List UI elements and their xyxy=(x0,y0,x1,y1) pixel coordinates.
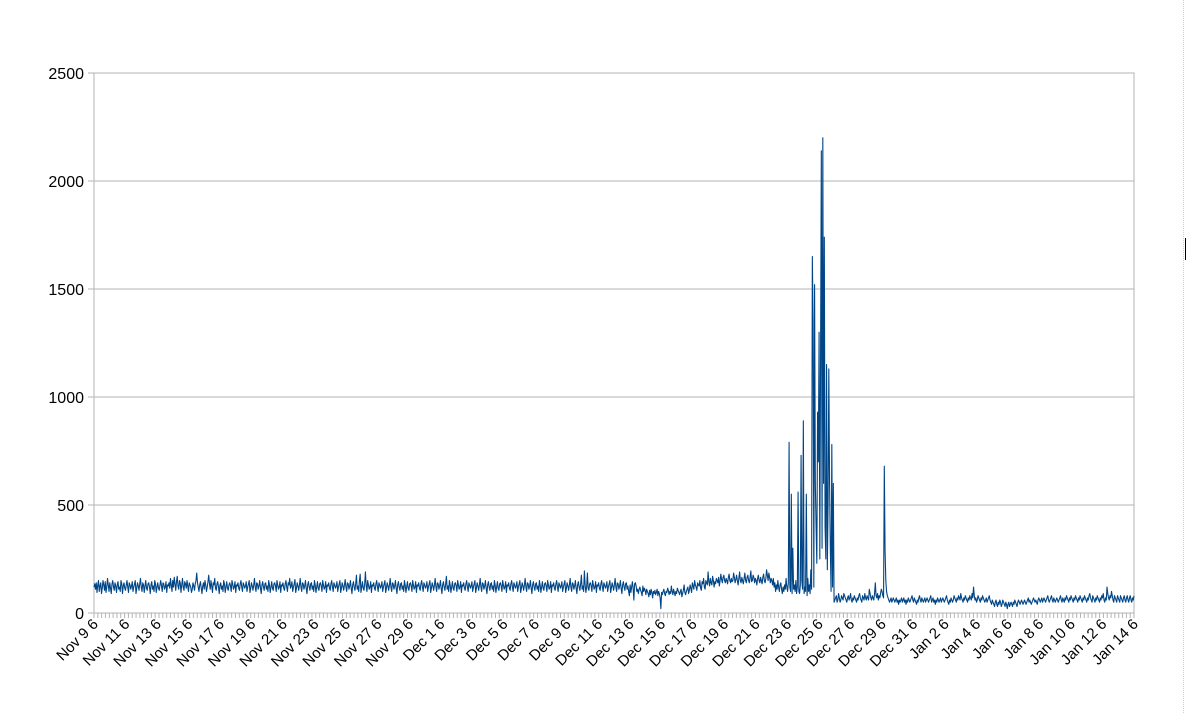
y-tick-label: 2500 xyxy=(48,66,84,83)
y-tick-label: 0 xyxy=(75,606,84,623)
y-axis: 0 500 1000 1500 2000 2500 xyxy=(48,66,94,623)
y-tick-label: 2000 xyxy=(48,174,84,191)
sheet-edge-guide xyxy=(1183,0,1186,713)
plot-area-frame xyxy=(93,72,1135,614)
series-group xyxy=(93,137,1135,610)
y-tick-label: 500 xyxy=(57,498,84,515)
text-cursor xyxy=(1185,238,1186,260)
y-tick-label: 1500 xyxy=(48,282,84,299)
y-tick-label: 1000 xyxy=(48,390,84,407)
series-line xyxy=(93,137,1135,610)
gridlines xyxy=(94,72,1134,614)
